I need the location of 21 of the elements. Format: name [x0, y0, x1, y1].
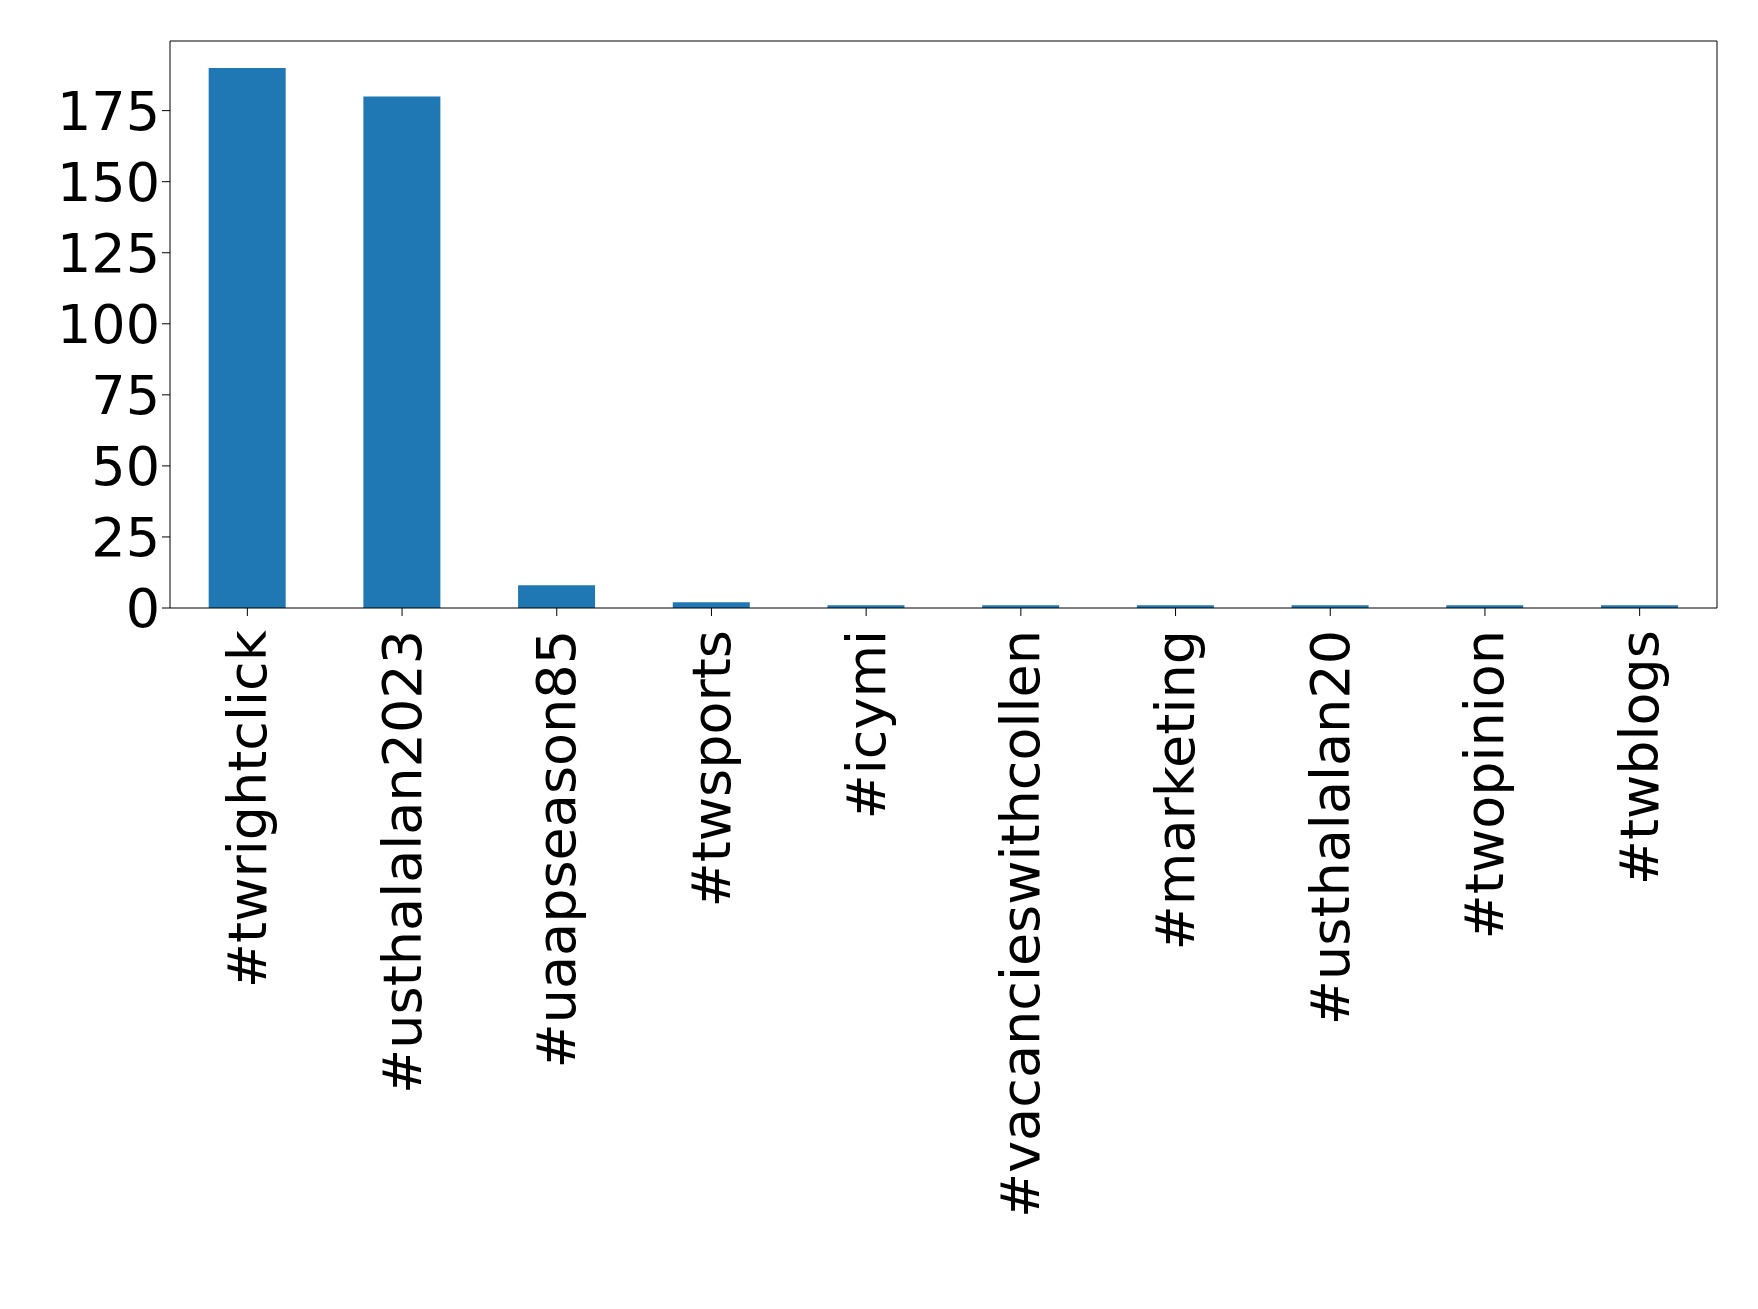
- y-tick-label: 50: [91, 435, 160, 499]
- y-tick-label: 100: [56, 292, 160, 356]
- y-tick-label: 0: [125, 577, 160, 641]
- y-tick-label: 75: [91, 364, 160, 428]
- x-tick-label: #twrightclick: [215, 629, 279, 989]
- x-tick-label: #twblogs: [1608, 630, 1672, 886]
- bar: [208, 68, 286, 608]
- y-tick-label: 175: [56, 79, 160, 143]
- x-tick-label: #uaapseason85: [525, 630, 589, 1069]
- y-tick-label: 25: [91, 506, 160, 570]
- y-tick-label: 125: [56, 221, 160, 285]
- x-tick-label: #usthalalan20: [1298, 630, 1362, 1026]
- x-tick-label: #twsports: [679, 630, 743, 908]
- x-tick-label: #usthalalan2023: [370, 630, 434, 1094]
- x-tick-label: #marketing: [1144, 630, 1208, 951]
- bar: [363, 96, 441, 608]
- x-tick-label: #vacancieswithcollen: [989, 630, 1053, 1219]
- y-tick-label: 150: [56, 150, 160, 214]
- x-tick-label: #icymi: [834, 630, 898, 820]
- x-tick-label: #twopinion: [1453, 630, 1517, 940]
- bar: [518, 585, 596, 608]
